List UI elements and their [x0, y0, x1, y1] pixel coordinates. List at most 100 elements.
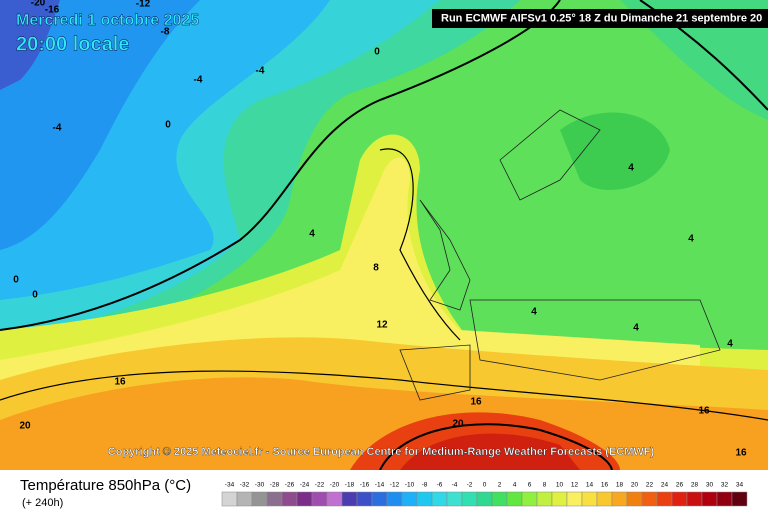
scale-swatch — [251, 491, 268, 507]
scale-label: -18 — [345, 482, 355, 489]
contour-label: -20 — [31, 0, 46, 9]
scale-label: -12 — [390, 482, 400, 489]
contour-label: 0 — [32, 290, 38, 301]
scale-swatch — [326, 491, 343, 507]
scale-swatch — [506, 491, 523, 507]
contour-label: 8 — [373, 263, 379, 274]
contour-label: 0 — [13, 275, 19, 286]
scale-swatch — [281, 491, 298, 507]
scale-label: -10 — [405, 482, 415, 489]
scale-swatch — [401, 491, 418, 507]
scale-swatch — [701, 491, 718, 507]
scale-label: -8 — [422, 482, 428, 489]
contour-label: 16 — [735, 448, 747, 459]
contour-label: 4 — [633, 323, 639, 334]
scale-swatch — [566, 491, 583, 507]
scale-label: -14 — [375, 482, 385, 489]
scale-swatch — [416, 491, 433, 507]
scale-swatch — [596, 491, 613, 507]
scale-label: 4 — [513, 482, 517, 489]
contour-label: 0 — [165, 120, 171, 131]
scale-label: 26 — [676, 482, 684, 489]
scale-label: 22 — [646, 482, 654, 489]
arctic-zone — [0, 0, 60, 90]
scale-swatch — [641, 491, 658, 507]
scale-swatch — [461, 491, 478, 507]
scale-label: 30 — [706, 482, 714, 489]
coastlines — [399, 109, 721, 401]
scale-swatch — [371, 491, 388, 507]
scale-label: 14 — [586, 482, 594, 489]
scale-label: -28 — [270, 482, 280, 489]
scale-swatch — [431, 491, 448, 507]
forecast-time: 20:00 locale — [16, 33, 129, 55]
scale-label: 34 — [736, 482, 744, 489]
isotherm-eight — [379, 148, 461, 341]
scale-label: -30 — [255, 482, 265, 489]
contour-label: -12 — [136, 0, 151, 10]
contour-label: -4 — [194, 75, 203, 86]
coldest-zone — [0, 0, 200, 250]
scale-label: 16 — [601, 482, 609, 489]
scale-swatch — [341, 491, 358, 507]
scale-label: -26 — [285, 482, 295, 489]
scale-label: -2 — [467, 482, 473, 489]
scale-swatch — [356, 491, 373, 507]
contour-label: 16 — [470, 397, 482, 408]
scale-swatch — [536, 491, 553, 507]
contour-label: 4 — [688, 234, 694, 245]
isotherm-twenty — [379, 423, 613, 471]
scale-label: -6 — [437, 482, 443, 489]
legend-title: Température 850hPa (°C) — [20, 477, 191, 494]
legend-subtitle: (+ 240h) — [22, 497, 63, 509]
run-banner — [432, 9, 768, 28]
scale-swatch — [491, 491, 508, 507]
scale-swatch — [656, 491, 673, 507]
scale-label: 20 — [631, 482, 639, 489]
scale-swatch — [221, 491, 238, 507]
contour-label: 0 — [374, 47, 380, 58]
scale-label: -20 — [330, 482, 340, 489]
contour-label: -16 — [45, 5, 60, 16]
scale-label: 32 — [721, 482, 729, 489]
scale-swatch — [446, 491, 463, 507]
scale-swatch — [716, 491, 733, 507]
scale-swatch — [296, 491, 313, 507]
contour-label: -8 — [161, 27, 170, 38]
scale-label: 10 — [556, 482, 564, 489]
scale-label: -22 — [315, 482, 325, 489]
scale-swatch — [521, 491, 538, 507]
scale-label: 18 — [616, 482, 624, 489]
contour-label: 20 — [452, 419, 464, 430]
contour-label: -4 — [53, 123, 62, 134]
scale-label: 28 — [691, 482, 699, 489]
forecast-date: Mercredi 1 octobre 2025 — [16, 12, 199, 29]
scale-swatch — [611, 491, 628, 507]
scale-swatch — [671, 491, 688, 507]
scale-label: -32 — [240, 482, 250, 489]
scale-swatch — [626, 491, 643, 507]
east-cool-zone — [620, 0, 768, 120]
scale-swatch — [686, 491, 703, 507]
copyright: Copyright © 2025 Meteociel.fr - Source E… — [108, 446, 655, 458]
scale-swatch — [266, 491, 283, 507]
contour-label: 4 — [727, 339, 733, 350]
run-info: Run ECMWF AIFSv1 0.25° 18 Z du Dimanche … — [441, 12, 762, 24]
scale-label: -16 — [360, 482, 370, 489]
isotherm-sixteen — [0, 370, 768, 421]
scale-label: 8 — [543, 482, 547, 489]
scale-label: -34 — [225, 482, 235, 489]
scale-swatch — [551, 491, 568, 507]
scale-label: 6 — [528, 482, 532, 489]
contour-label: 4 — [628, 163, 634, 174]
scale-label: 24 — [661, 482, 669, 489]
isotherm-zero — [0, 0, 561, 331]
contour-label: 4 — [309, 229, 315, 240]
scale-swatch — [236, 491, 253, 507]
scale-label: 0 — [483, 482, 487, 489]
scale-label: -4 — [452, 482, 458, 489]
scale-swatch — [581, 491, 598, 507]
scandinavia-cool — [560, 112, 670, 190]
